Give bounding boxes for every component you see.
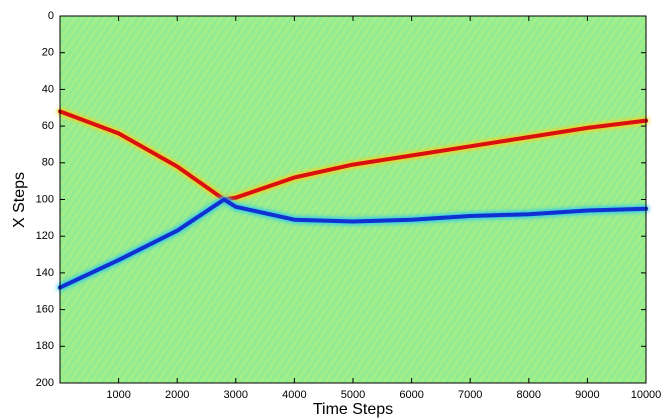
y-tick-label: 140 [36, 267, 54, 279]
y-tick-label: 160 [36, 304, 54, 316]
y-tick-label: 80 [42, 157, 54, 169]
y-tick-label: 0 [48, 10, 54, 22]
x-tick-label: 6000 [399, 389, 423, 401]
y-tick-label: 120 [36, 230, 54, 242]
x-tick-label: 2000 [165, 389, 189, 401]
x-tick-label: 8000 [517, 389, 541, 401]
y-tick-label: 60 [42, 120, 54, 132]
marks [58, 109, 648, 290]
x-tick-label: 9000 [575, 389, 599, 401]
x-tick-label: 1000 [106, 389, 130, 401]
ridge-line [58, 197, 648, 290]
y-axis-title: X Steps [11, 172, 28, 228]
y-tick-label: 100 [36, 193, 54, 205]
texture [60, 16, 646, 383]
y-tick-label: 20 [42, 47, 54, 59]
y-tick-label: 200 [36, 377, 54, 389]
y-tick-label: 180 [36, 340, 54, 352]
x-axis-title: Time Steps [313, 401, 393, 418]
x-tick-label: 7000 [458, 389, 482, 401]
x-tick-label: 10000 [631, 389, 662, 401]
x-tick-label: 4000 [282, 389, 306, 401]
x-tick-label: 3000 [224, 389, 248, 401]
ridge-line [58, 109, 648, 202]
x-tick-label: 5000 [341, 389, 365, 401]
y-tick-label: 40 [42, 83, 54, 95]
